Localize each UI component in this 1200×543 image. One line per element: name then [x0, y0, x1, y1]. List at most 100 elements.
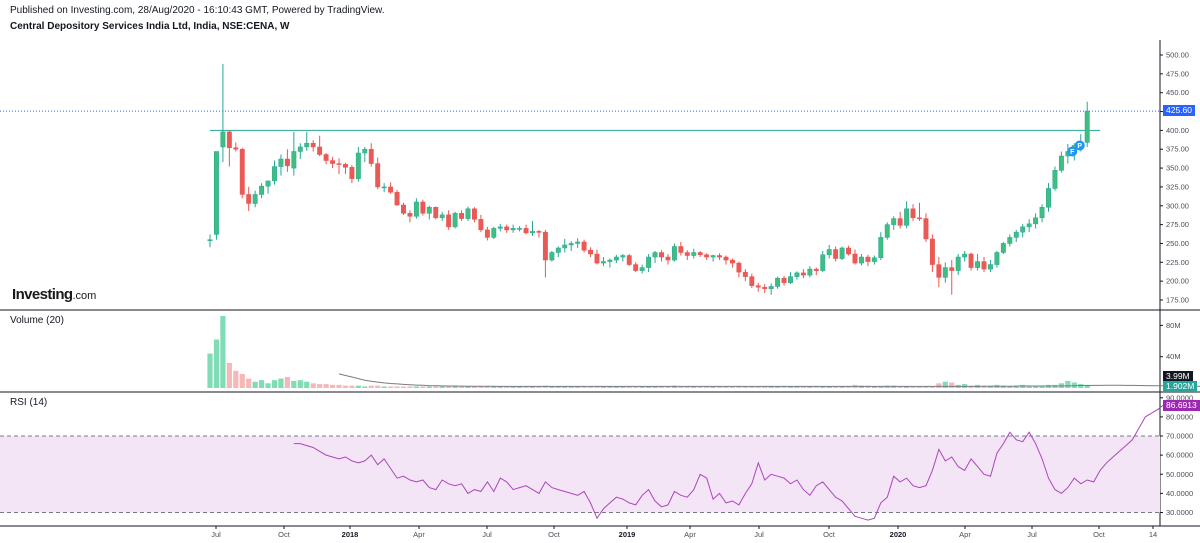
volume-bar [620, 386, 626, 388]
candle-body [613, 256, 619, 261]
candle-body [962, 253, 968, 258]
candle-body [439, 214, 445, 219]
candle-body [484, 229, 490, 238]
candle-body [871, 257, 877, 262]
candle-body [355, 152, 361, 179]
candle-body [859, 256, 864, 264]
volume-bar [987, 385, 994, 388]
volume-bar [781, 386, 787, 388]
x-tick-label: 2018 [342, 530, 359, 539]
volume-bar [626, 386, 632, 388]
x-tick-label: Jul [482, 530, 492, 539]
volume-bar [355, 385, 361, 388]
x-tick-label: 2020 [890, 530, 907, 539]
candle-body [272, 166, 277, 182]
volume-bar [220, 316, 226, 388]
volume-bar [529, 386, 536, 388]
volume-bar [981, 385, 987, 388]
candle-body [846, 247, 851, 255]
candle-body [562, 244, 568, 249]
volume-bar [497, 386, 503, 388]
rsi-tick-label: 40.0000 [1166, 489, 1193, 498]
rsi-value-tag: 86.6913 [1163, 400, 1200, 411]
volume-bar [639, 386, 645, 388]
volume-bar [568, 386, 574, 388]
candle-body [239, 148, 245, 195]
volume-bar [323, 384, 329, 388]
volume-bar [278, 378, 284, 388]
volume-bar [233, 370, 239, 388]
volume-bar [265, 383, 271, 388]
volume-bar [949, 382, 955, 388]
candle-body [652, 252, 658, 258]
volume-ma-tag: 1.902M [1163, 381, 1198, 392]
candle-body [923, 218, 929, 240]
volume-bar [871, 386, 877, 388]
volume-bar [349, 385, 355, 388]
volume-bar [420, 386, 426, 388]
volume-bar [284, 377, 290, 388]
candle-body [259, 185, 265, 195]
candle-body [446, 214, 452, 228]
volume-bar [794, 386, 800, 388]
candle-body [297, 146, 303, 152]
candle-body [459, 213, 465, 219]
candle-body [671, 246, 677, 261]
price-tick-label: 475.00 [1166, 69, 1189, 78]
x-tick-label: Apr [959, 530, 971, 539]
volume-bar [923, 386, 929, 388]
volume-tick-label: 40M [1166, 352, 1181, 361]
candle-body [762, 286, 768, 289]
candle-body [284, 158, 290, 167]
candle-body [375, 163, 381, 188]
volume-bar [904, 386, 910, 388]
candle-body [775, 277, 781, 287]
candle-body [781, 277, 787, 283]
volume-bar [478, 386, 484, 388]
volume-bar [562, 386, 568, 388]
volume-bar [826, 386, 832, 388]
candle-body [788, 276, 793, 283]
candle-body [278, 158, 284, 167]
candle-body [723, 256, 729, 261]
candle-body [697, 252, 703, 256]
rsi-tick-label: 80.0000 [1166, 412, 1193, 421]
volume-bar [207, 353, 213, 388]
candle-body [336, 163, 342, 165]
volume-bar [820, 386, 826, 388]
volume-bar [691, 386, 697, 388]
volume-pane-title: Volume (20) [10, 315, 64, 326]
last-price-tag: 425.60 [1163, 105, 1195, 116]
volume-bar [1084, 384, 1090, 388]
y-axis: 500.00475.00450.00425.00400.00375.00350.… [1160, 51, 1193, 517]
candle-body [968, 253, 974, 268]
volume-ma-line [338, 373, 1200, 387]
volume-bar [426, 386, 432, 388]
investing-logo: Investing.com [12, 286, 96, 304]
candle-body [1058, 155, 1064, 171]
candle-body [317, 146, 323, 155]
candle-body [310, 142, 316, 148]
candle-body [659, 252, 664, 258]
event-marker: F [1067, 146, 1078, 157]
x-tick-label: Oct [548, 530, 561, 539]
volume-bar [1000, 385, 1006, 388]
volume-bar [297, 380, 303, 388]
candle-body [813, 268, 819, 271]
volume-bar [813, 386, 819, 388]
x-axis: Jul Oct 2018 Apr Jul Oct 2019 Apr Jul Oct 2020 Apr J… [211, 526, 1157, 539]
candle-body [330, 160, 336, 164]
price-tick-label: 225.00 [1166, 258, 1189, 267]
volume-bar [704, 386, 710, 388]
volume-bar [723, 386, 729, 388]
candle-body [749, 276, 755, 286]
volume-bar [755, 386, 761, 388]
candle-body [1052, 170, 1058, 189]
volume-bar [633, 386, 639, 388]
rsi-pane-title: RSI (14) [10, 397, 48, 408]
candle-body [917, 217, 922, 220]
candle-body [1000, 243, 1006, 253]
volume-bar [226, 362, 232, 388]
candle-body [536, 231, 542, 233]
volume-bar [652, 386, 658, 388]
